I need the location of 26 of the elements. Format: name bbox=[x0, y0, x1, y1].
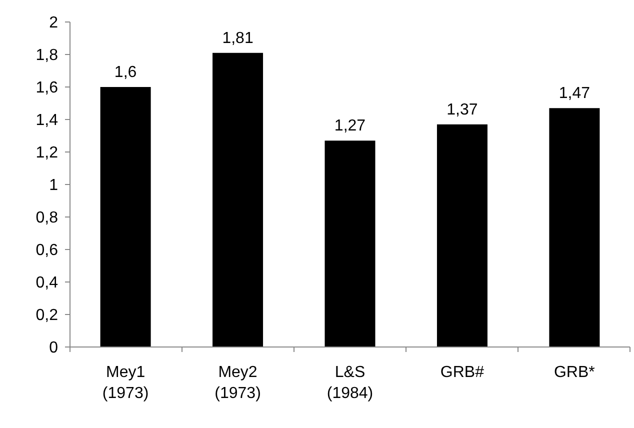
y-tick-label: 1,6 bbox=[36, 80, 58, 97]
x-tick-label: L&S (1984) bbox=[326, 364, 374, 402]
y-tick-label: 0 bbox=[49, 340, 58, 357]
y-tick-label: 0,4 bbox=[36, 274, 58, 292]
y-tick-label: 1 bbox=[49, 177, 58, 194]
data-label: 1,27 bbox=[334, 118, 366, 135]
data-label: 1,6 bbox=[114, 64, 137, 81]
x-tick-label: Mey2 (1973) bbox=[214, 364, 261, 402]
x-tick-label: GRB# bbox=[440, 364, 484, 381]
data-label: 1,81 bbox=[222, 30, 254, 47]
bar bbox=[549, 108, 600, 347]
data-label: 1,37 bbox=[446, 101, 478, 118]
y-tick-label: 1,2 bbox=[36, 144, 58, 162]
y-tick-label: 0,8 bbox=[36, 210, 58, 227]
data-label: 1,47 bbox=[558, 85, 590, 102]
y-tick-label: 2 bbox=[49, 14, 58, 32]
bar bbox=[212, 52, 264, 347]
y-tick-label: 0,6 bbox=[36, 242, 58, 260]
bar bbox=[100, 87, 151, 347]
y-tick-label: 1,8 bbox=[36, 47, 58, 64]
y-tick-label: 0,2 bbox=[36, 307, 58, 324]
bar bbox=[436, 124, 488, 347]
x-tick-label: Mey1 (1973) bbox=[102, 364, 149, 402]
x-tick-label: GRB* bbox=[554, 364, 595, 381]
bar bbox=[324, 140, 376, 347]
y-tick-label: 1,4 bbox=[36, 112, 58, 130]
